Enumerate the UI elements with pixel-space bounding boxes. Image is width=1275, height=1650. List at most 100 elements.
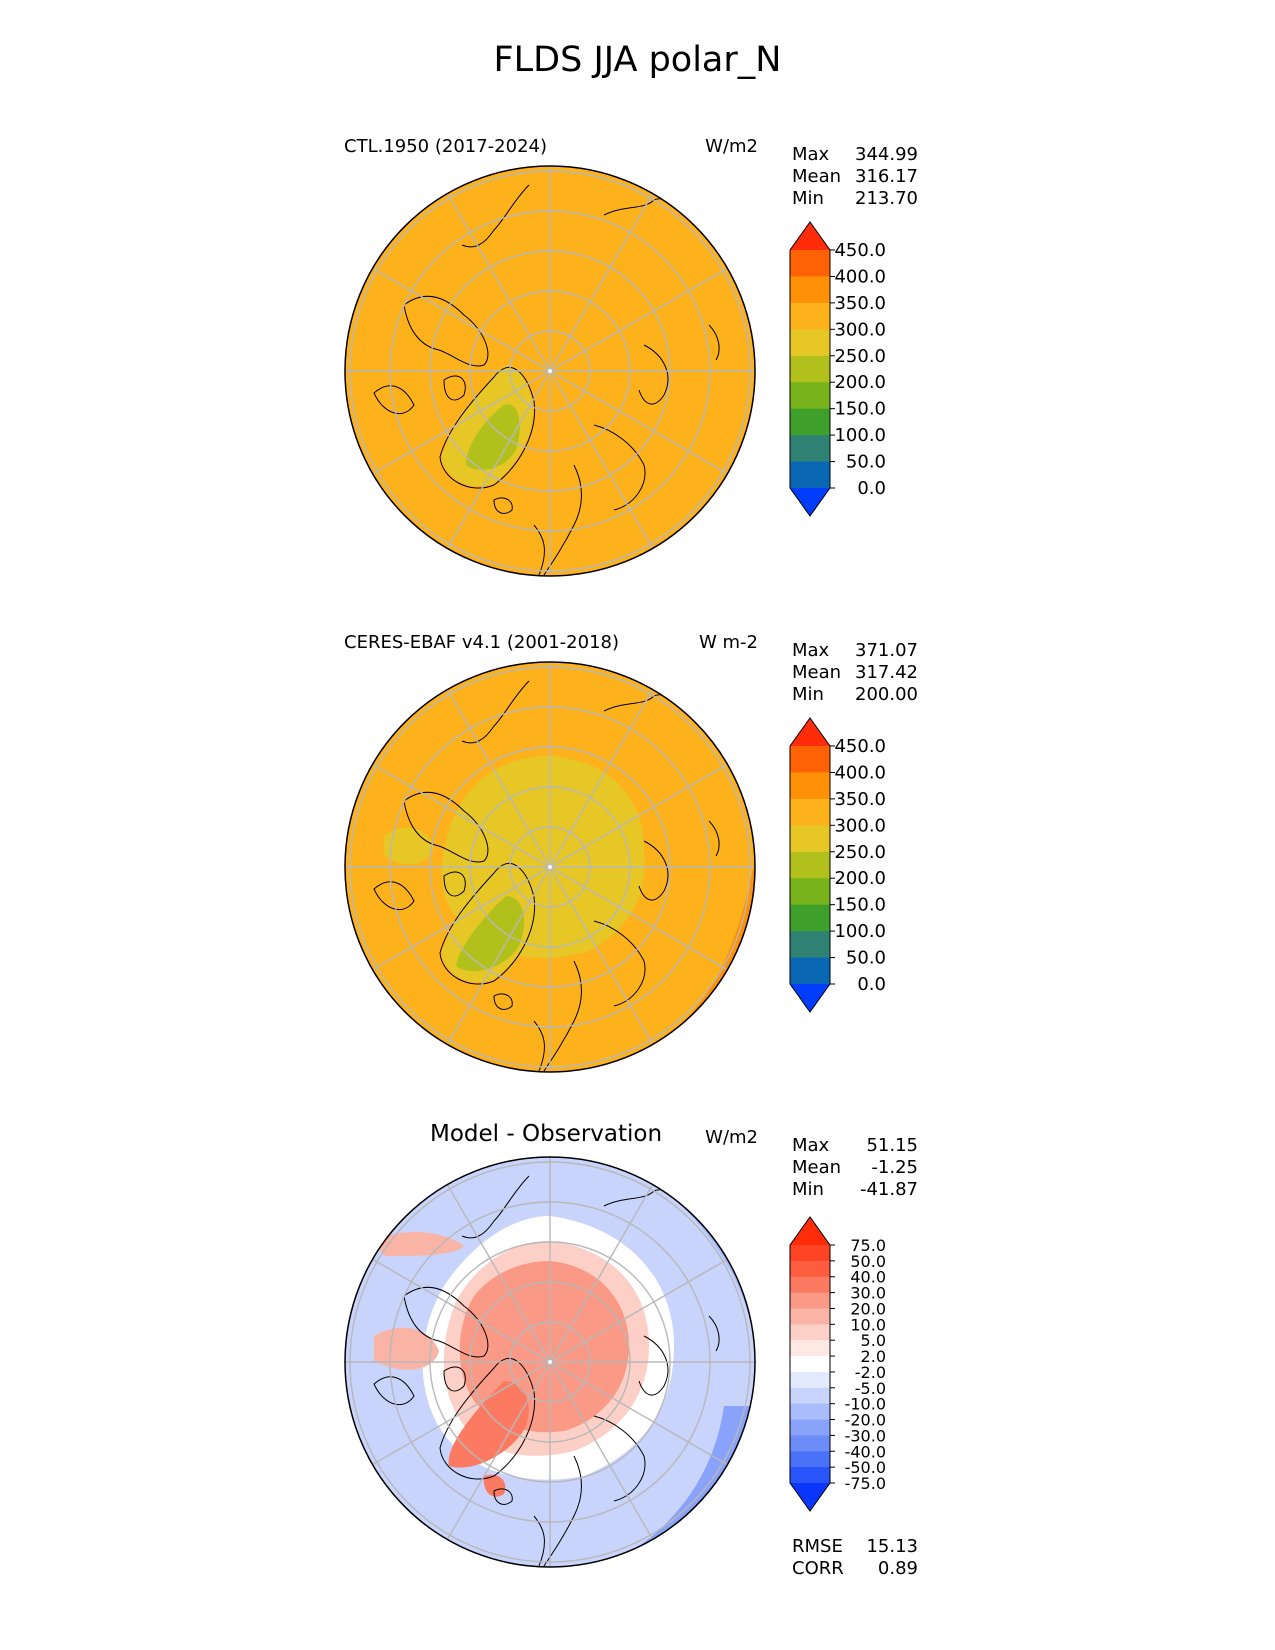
- colorbar-band: [790, 435, 830, 463]
- colorbar-band: [790, 1340, 830, 1357]
- panel-1-colorbar: 450.0 400.0 350.0 300.0 250.0 200.0 150.0 100.0…: [789, 221, 886, 517]
- map-frame: [344, 165, 756, 577]
- stat-mean: Mean 317.42: [792, 662, 918, 683]
- colorbar-tick-label: 75.0: [850, 1236, 886, 1255]
- map-frame: [344, 1156, 756, 1568]
- colorbar-band: [790, 329, 830, 357]
- colorbar-band: [790, 1308, 830, 1325]
- panel-1-stats: Max 344.99 Mean 316.17 Min 213.70: [792, 144, 918, 210]
- colorbar-tick-label: 450.0: [834, 736, 886, 757]
- greenland-positive-field: [448, 1381, 529, 1468]
- colorbar-tick-label: 50.0: [846, 948, 886, 969]
- colorbar-band: [790, 461, 830, 489]
- colorbar-tick-label: 450.0: [834, 240, 886, 261]
- colorbar-tick-label: 0.0: [857, 478, 886, 499]
- stat-min: Min 213.70: [792, 188, 918, 209]
- colorbar-tick-label: -2.0: [855, 1363, 886, 1382]
- colorbar-tick-label: 2.0: [861, 1347, 886, 1366]
- siberia-positive-field: [374, 1231, 464, 1256]
- greenland-core-field: [466, 404, 520, 470]
- colorbar-tick-label: 200.0: [834, 868, 886, 889]
- colorbar-band: [790, 904, 830, 932]
- colorbar-band: [790, 1467, 830, 1484]
- colorbar-band: [790, 746, 830, 773]
- colorbar-top-arrow: [790, 1217, 830, 1245]
- colorbar-tick-label: -5.0: [855, 1379, 886, 1398]
- colorbar-band: [790, 1292, 830, 1309]
- colorbar-top-arrow: [790, 718, 830, 746]
- colorbar-tick-label: 150.0: [834, 895, 886, 916]
- colorbar-band: [790, 1371, 830, 1389]
- colorbar-band: [790, 1356, 830, 1373]
- stat-min: Min -41.87: [792, 1179, 918, 1200]
- colorbar-band: [790, 851, 830, 879]
- colorbar-tick-label: 300.0: [834, 319, 886, 340]
- colorbar-tick-label: 400.0: [834, 266, 886, 287]
- panel-2-polar-map: [344, 661, 756, 1073]
- colorbar-band: [790, 878, 830, 906]
- colorbar-tick-label: 10.0: [850, 1315, 886, 1334]
- colorbar-tick-label: 350.0: [834, 789, 886, 810]
- stat-corr: CORR 0.89: [792, 1558, 918, 1579]
- canada-field: [384, 827, 434, 865]
- colorbar-tick-label: -75.0: [845, 1474, 886, 1493]
- colorbar-tick-label: 200.0: [834, 372, 886, 393]
- colorbar-tick-label: 0.0: [857, 974, 886, 995]
- colorbar-tick-label: -10.0: [845, 1395, 886, 1414]
- colorbar-band: [790, 1276, 830, 1294]
- iceland-positive-field: [483, 1474, 506, 1497]
- stat-max: Max 51.15: [792, 1135, 918, 1156]
- panel-3-units: W/m2: [705, 1127, 758, 1148]
- panel-3-difference-map: [344, 1156, 756, 1568]
- north-pole-marker: [548, 865, 552, 869]
- colorbar-tick-label: 250.0: [834, 842, 886, 863]
- panel-1-title: CTL.1950 (2017-2024): [344, 136, 548, 157]
- colorbar-tick-label: 5.0: [861, 1331, 886, 1350]
- north-pole-marker: [548, 369, 552, 373]
- colorbar-band: [790, 1435, 830, 1452]
- colorbar-tick-label: 150.0: [834, 399, 886, 420]
- colorbar-bottom-arrow: [790, 1483, 830, 1511]
- panel-3-stats: Max 51.15 Mean -1.25 Min -41.87: [792, 1135, 918, 1201]
- colorbar-tick-label: 400.0: [834, 762, 886, 783]
- stat-mean: Mean -1.25: [792, 1157, 918, 1178]
- colorbar-band: [790, 1403, 830, 1421]
- panel-3-colorbar: 75.050.040.030.020.010.05.02.0-2.0-5.0-1…: [789, 1216, 886, 1512]
- colorbar-tick-label: 100.0: [834, 921, 886, 942]
- colorbar-band: [790, 355, 830, 383]
- colorbar-tick-label: 30.0: [850, 1284, 886, 1303]
- stat-rmse: RMSE 15.13: [792, 1536, 918, 1557]
- stat-max: Max 371.07: [792, 640, 918, 661]
- colorbar-band: [790, 276, 830, 304]
- colorbar-tick-label: 350.0: [834, 293, 886, 314]
- colorbar-band: [790, 382, 830, 410]
- colorbar-band: [790, 772, 830, 800]
- colorbar-tick-label: 250.0: [834, 346, 886, 367]
- colorbar-band: [790, 798, 830, 826]
- panel-3-extra-stats: RMSE 15.13 CORR 0.89: [792, 1536, 918, 1580]
- colorbar-band: [790, 302, 830, 330]
- colorbar-band: [790, 1419, 830, 1436]
- stat-min: Min 200.00: [792, 684, 918, 705]
- greenland-core-field: [456, 896, 525, 972]
- colorbar-band: [790, 1245, 830, 1262]
- colorbar-bottom-arrow: [790, 488, 830, 516]
- panel-2-stats: Max 371.07 Mean 317.42 Min 200.00: [792, 640, 918, 706]
- colorbar-tick-label: 300.0: [834, 815, 886, 836]
- panel-2-title: CERES-EBAF v4.1 (2001-2018): [344, 632, 620, 653]
- stat-mean: Mean 316.17: [792, 166, 918, 187]
- panel-3-title: Model - Observation: [430, 1121, 663, 1147]
- colorbar-top-arrow: [790, 222, 830, 250]
- panel-2-units: W m-2: [698, 632, 758, 653]
- colorbar-band: [790, 1451, 830, 1468]
- figure-title: FLDS JJA polar_N: [493, 40, 782, 80]
- colorbar-tick-label: -30.0: [845, 1426, 886, 1445]
- colorbar-tick-label: -50.0: [845, 1458, 886, 1477]
- colorbar-tick-label: 50.0: [846, 452, 886, 473]
- north-pole-marker: [548, 1360, 552, 1364]
- colorbar-band: [790, 957, 830, 985]
- colorbar-band: [790, 825, 830, 853]
- panel-1-units: W/m2: [705, 136, 758, 157]
- colorbar-band: [790, 408, 830, 436]
- colorbar-band: [790, 1324, 830, 1341]
